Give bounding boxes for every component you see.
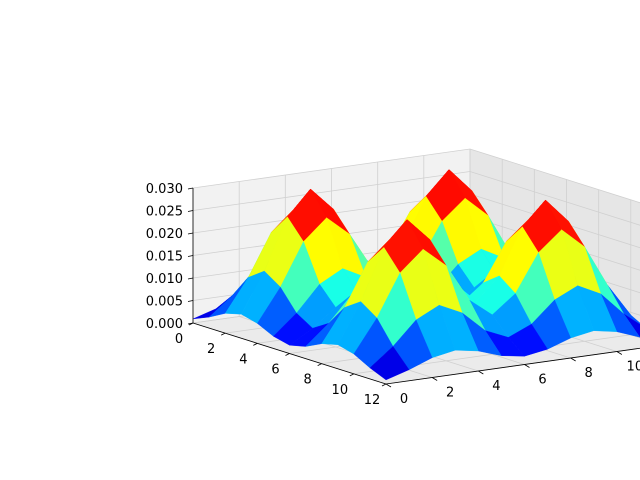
x-tick-mark <box>220 332 226 336</box>
surface-mesh <box>192 169 640 381</box>
x-tick-mark <box>317 363 322 367</box>
x-tick-mark <box>381 383 387 387</box>
z-tick-mark <box>187 277 194 280</box>
y-tick-mark <box>431 377 438 381</box>
x-tick-label: 12 <box>364 393 381 408</box>
z-tick-label: 0.010 <box>146 272 183 287</box>
x-tick-label: 0 <box>175 332 183 347</box>
z-tick-label: 0.020 <box>146 227 183 242</box>
y-tick-label: 2 <box>446 386 454 401</box>
gridline-z <box>192 171 640 226</box>
y-tick-mark <box>524 364 530 368</box>
surface-face <box>369 346 410 381</box>
x-tick-label: 2 <box>207 342 215 357</box>
y-tick-label: 0 <box>400 392 408 407</box>
y-tick-mark <box>478 370 484 375</box>
axes-ticks: 0246810120246810120.0000.0050.0100.0150.… <box>146 182 640 408</box>
x-tick-mark <box>349 373 355 377</box>
x-tick-label: 10 <box>332 383 349 398</box>
gridline-z <box>192 148 640 204</box>
z-tick-label: 0.015 <box>146 250 183 265</box>
y-tick-label: 4 <box>492 379 500 394</box>
x-tick-mark <box>253 342 258 346</box>
y-tick-mark <box>570 357 576 362</box>
x-tick-label: 8 <box>304 373 312 388</box>
z-tick-mark <box>187 210 194 212</box>
z-tick-mark <box>187 322 194 325</box>
y-tick-label: 6 <box>538 373 546 388</box>
z-tick-mark <box>187 232 194 235</box>
z-tick-mark <box>187 300 194 302</box>
y-tick-mark <box>385 383 392 388</box>
x-tick-label: 4 <box>239 352 247 367</box>
z-tick-label: 0.005 <box>146 295 183 310</box>
z-tick-label: 0.000 <box>146 317 183 332</box>
z-tick-mark <box>187 255 194 257</box>
z-tick-label: 0.030 <box>146 182 183 197</box>
x-tick-mark <box>285 353 290 356</box>
y-tick-label: 10 <box>627 360 640 375</box>
y-tick-mark <box>616 351 623 355</box>
y-tick-label: 8 <box>585 366 593 381</box>
z-tick-mark <box>187 187 194 190</box>
z-tick-label: 0.025 <box>146 205 183 220</box>
x-tick-label: 6 <box>271 363 279 378</box>
